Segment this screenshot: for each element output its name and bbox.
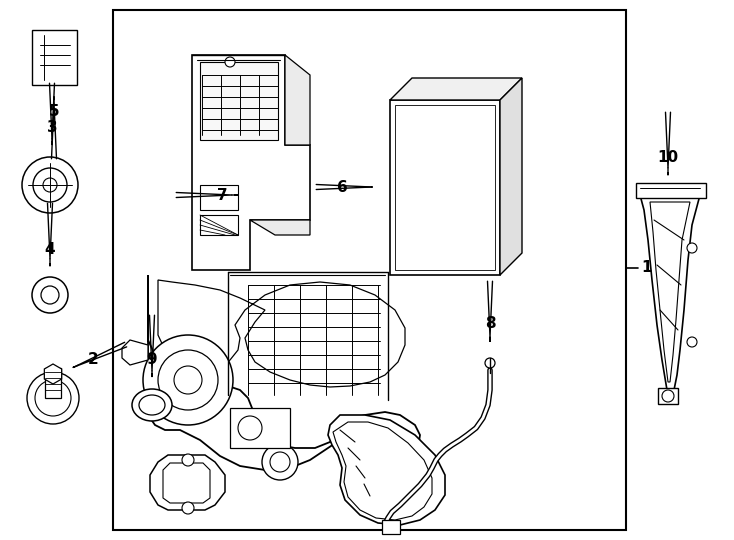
- Polygon shape: [390, 78, 522, 100]
- Bar: [390, 100, 500, 275]
- Polygon shape: [500, 78, 522, 275]
- Circle shape: [225, 57, 235, 67]
- Polygon shape: [148, 275, 420, 470]
- Bar: [200, 215, 238, 235]
- Bar: [32, 30, 77, 85]
- Polygon shape: [285, 55, 310, 145]
- Text: 4: 4: [45, 241, 55, 256]
- Polygon shape: [650, 202, 690, 382]
- Circle shape: [33, 168, 67, 202]
- Bar: [230, 408, 290, 448]
- Circle shape: [32, 277, 68, 313]
- Polygon shape: [150, 455, 225, 510]
- Text: 1: 1: [642, 260, 653, 275]
- Polygon shape: [328, 415, 445, 525]
- Circle shape: [158, 350, 218, 410]
- Polygon shape: [163, 463, 210, 503]
- Circle shape: [687, 337, 697, 347]
- Circle shape: [41, 286, 59, 304]
- Polygon shape: [192, 55, 310, 270]
- Circle shape: [27, 372, 79, 424]
- Polygon shape: [333, 422, 432, 520]
- Circle shape: [35, 380, 71, 416]
- Text: 6: 6: [337, 179, 347, 194]
- Circle shape: [174, 366, 202, 394]
- Text: 5: 5: [48, 105, 59, 119]
- Ellipse shape: [139, 395, 165, 415]
- Circle shape: [485, 358, 495, 368]
- Bar: [636, 183, 706, 198]
- Bar: [395, 105, 495, 270]
- Circle shape: [22, 157, 78, 213]
- Bar: [658, 388, 678, 404]
- Polygon shape: [250, 220, 310, 235]
- Circle shape: [43, 178, 57, 192]
- Circle shape: [143, 335, 233, 425]
- Circle shape: [270, 452, 290, 472]
- Polygon shape: [640, 195, 700, 390]
- Polygon shape: [44, 364, 62, 384]
- Text: 9: 9: [147, 352, 157, 367]
- Text: 3: 3: [47, 119, 57, 134]
- Bar: [382, 520, 400, 534]
- Bar: [200, 185, 238, 210]
- Circle shape: [182, 454, 194, 466]
- Text: 7: 7: [217, 187, 228, 202]
- Polygon shape: [122, 340, 148, 365]
- Circle shape: [238, 416, 262, 440]
- Ellipse shape: [132, 389, 172, 421]
- Circle shape: [262, 444, 298, 480]
- Bar: [45, 368, 61, 398]
- Text: 2: 2: [87, 353, 98, 368]
- Bar: [113, 10, 626, 530]
- Circle shape: [662, 390, 674, 402]
- Circle shape: [182, 502, 194, 514]
- Polygon shape: [200, 62, 278, 140]
- Text: 8: 8: [484, 315, 495, 330]
- Polygon shape: [158, 280, 405, 387]
- Text: 10: 10: [658, 151, 678, 165]
- Circle shape: [687, 243, 697, 253]
